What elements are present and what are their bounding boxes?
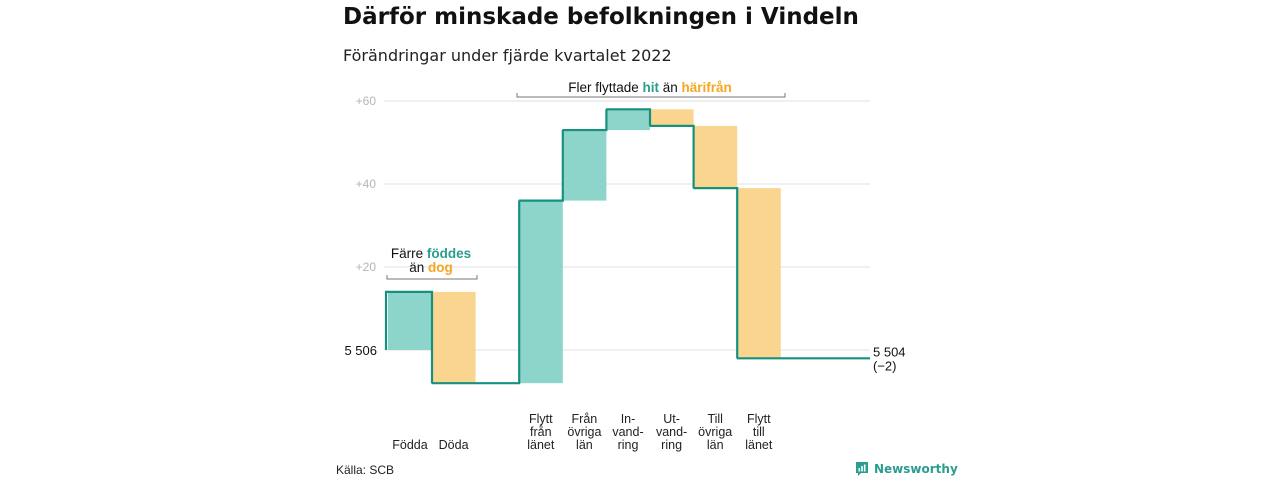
- category-label: vand-: [656, 425, 687, 439]
- category-label: Flytt: [529, 412, 553, 426]
- category-label: Flytt: [747, 412, 771, 426]
- annotation-migration: Fler flyttade hit än härifrån: [568, 80, 732, 95]
- chart-subtitle: Förändringar under fjärde kvartalet 2022: [343, 46, 672, 65]
- annotation-bracket-migration: [516, 93, 786, 98]
- annotation-bracket-births: [386, 275, 478, 280]
- bar-decrease: [736, 188, 781, 359]
- annotation-text: Färre: [391, 246, 427, 261]
- category-label: Till: [707, 412, 723, 426]
- page-title: Därför minskade befolkningen i Vindeln: [343, 4, 859, 30]
- annotation-highlight-green: hit: [642, 80, 659, 95]
- brand-logo[interactable]: Newsworthy: [855, 461, 958, 477]
- category-label: vand-: [612, 425, 643, 439]
- category-label: Döda: [439, 438, 469, 452]
- bar-decrease: [649, 109, 694, 126]
- newsworthy-logo-icon: [856, 462, 868, 476]
- annotation-text: än: [409, 260, 428, 275]
- bar-decrease: [693, 125, 738, 189]
- bars-group: [388, 109, 781, 384]
- category-label: länet: [745, 438, 773, 452]
- start-value-label: 5 506: [344, 343, 377, 358]
- bar-increase: [562, 130, 607, 201]
- end-value-label: 5 504: [873, 344, 906, 359]
- labels-group: Födda DödaFlyttfrånlänetFrånövrigalänIn-v…: [344, 343, 905, 452]
- category-label: från: [530, 425, 552, 439]
- bar-increase: [518, 200, 563, 384]
- category-label: Ut-: [663, 412, 680, 426]
- category-label: till: [753, 425, 765, 439]
- category-label: Från: [572, 412, 598, 426]
- annotation-highlight-green: föddes: [427, 246, 471, 261]
- category-label: ring: [661, 438, 682, 452]
- brand-name: Newsworthy: [874, 462, 958, 476]
- annotation-text: än: [659, 80, 682, 95]
- annotation-births-line1: Färre föddes: [391, 246, 471, 261]
- annotation-highlight-orange: dog: [428, 260, 453, 275]
- cumulative-step-line: [384, 108, 870, 385]
- y-tick-label: +20: [356, 260, 377, 274]
- category-label: länet: [527, 438, 555, 452]
- bar-increase: [606, 109, 650, 131]
- category-label: ring: [618, 438, 639, 452]
- category-label: övriga: [567, 425, 601, 439]
- annotation-highlight-orange: härifrån: [682, 80, 732, 95]
- annotation-text: Fler flyttade: [568, 80, 642, 95]
- category-label: län: [707, 438, 724, 452]
- source-note: Källa: SCB: [336, 463, 395, 477]
- category-label: län: [576, 438, 593, 452]
- y-tick-label: +60: [356, 94, 377, 108]
- category-label: Födda: [392, 438, 427, 452]
- end-change-label: (−2): [873, 358, 896, 373]
- bar-decrease: [431, 291, 476, 384]
- annotation-births-line2: än dog: [409, 260, 453, 275]
- category-label: övriga: [698, 425, 732, 439]
- step-line-group: [384, 108, 870, 385]
- y-tick-label: +40: [356, 177, 377, 191]
- category-label: In-: [621, 412, 636, 426]
- bar-increase: [388, 291, 432, 350]
